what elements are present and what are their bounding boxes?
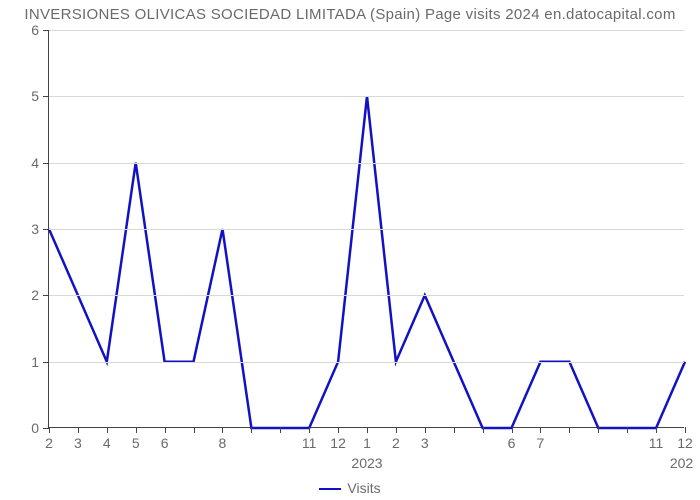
y-gridline bbox=[49, 30, 684, 31]
visits-line-chart: INVERSIONES OLIVICAS SOCIEDAD LIMITADA (… bbox=[0, 0, 700, 500]
x-axis-label: 6 bbox=[508, 435, 516, 451]
x-axis-label: 6 bbox=[161, 435, 169, 451]
x-tick bbox=[338, 427, 339, 433]
x-tick bbox=[540, 427, 541, 433]
x-tick bbox=[309, 427, 310, 433]
x-axis-label: 11 bbox=[302, 435, 317, 451]
y-axis-label: 1 bbox=[31, 354, 39, 370]
y-gridline bbox=[49, 295, 684, 296]
x-axis-label: 5 bbox=[132, 435, 140, 451]
x-axis-label: 2 bbox=[45, 435, 53, 451]
x-tick bbox=[483, 427, 484, 433]
y-tick bbox=[43, 229, 49, 230]
x-axis-label: 7 bbox=[537, 435, 545, 451]
legend-label: Visits bbox=[347, 480, 380, 496]
x-tick bbox=[656, 427, 657, 433]
y-gridline bbox=[49, 96, 684, 97]
x-tick bbox=[194, 427, 195, 433]
y-tick bbox=[43, 30, 49, 31]
y-tick bbox=[43, 295, 49, 296]
x-tick bbox=[136, 427, 137, 433]
x-year-label: 2023 bbox=[351, 455, 382, 471]
y-gridline bbox=[49, 163, 684, 164]
chart-title: INVERSIONES OLIVICAS SOCIEDAD LIMITADA (… bbox=[0, 6, 700, 23]
x-tick bbox=[627, 427, 628, 433]
y-axis-label: 3 bbox=[31, 221, 39, 237]
y-axis-label: 6 bbox=[31, 22, 39, 38]
x-axis-label: 12 bbox=[677, 435, 693, 451]
x-axis-label: 4 bbox=[103, 435, 111, 451]
x-tick bbox=[598, 427, 599, 433]
x-tick bbox=[685, 427, 686, 433]
plot-area: 012345623456811121236711122023202 bbox=[48, 30, 684, 428]
y-tick bbox=[43, 362, 49, 363]
x-tick bbox=[107, 427, 108, 433]
x-axis-label: 12 bbox=[330, 435, 346, 451]
y-axis-label: 5 bbox=[31, 88, 39, 104]
x-axis-label: 3 bbox=[421, 435, 429, 451]
x-axis-label: 2 bbox=[392, 435, 400, 451]
x-tick bbox=[425, 427, 426, 433]
legend: Visits bbox=[0, 480, 700, 496]
y-axis-label: 0 bbox=[31, 420, 39, 436]
x-tick bbox=[222, 427, 223, 433]
x-axis-label: 1 bbox=[363, 435, 371, 451]
y-axis-label: 2 bbox=[31, 287, 39, 303]
x-tick bbox=[367, 427, 368, 433]
x-tick bbox=[78, 427, 79, 433]
legend-swatch bbox=[319, 488, 341, 490]
x-tick bbox=[569, 427, 570, 433]
y-gridline bbox=[49, 362, 684, 363]
x-tick bbox=[512, 427, 513, 433]
x-axis-label: 3 bbox=[74, 435, 82, 451]
x-tick bbox=[251, 427, 252, 433]
x-tick bbox=[280, 427, 281, 433]
x-year-label-partial: 202 bbox=[670, 455, 693, 471]
x-axis-label: 8 bbox=[219, 435, 227, 451]
x-tick bbox=[454, 427, 455, 433]
y-tick bbox=[43, 163, 49, 164]
y-axis-label: 4 bbox=[31, 155, 39, 171]
y-tick bbox=[43, 96, 49, 97]
x-tick bbox=[165, 427, 166, 433]
x-tick bbox=[49, 427, 50, 433]
x-axis-label: 11 bbox=[649, 435, 664, 451]
y-gridline bbox=[49, 229, 684, 230]
x-tick bbox=[396, 427, 397, 433]
